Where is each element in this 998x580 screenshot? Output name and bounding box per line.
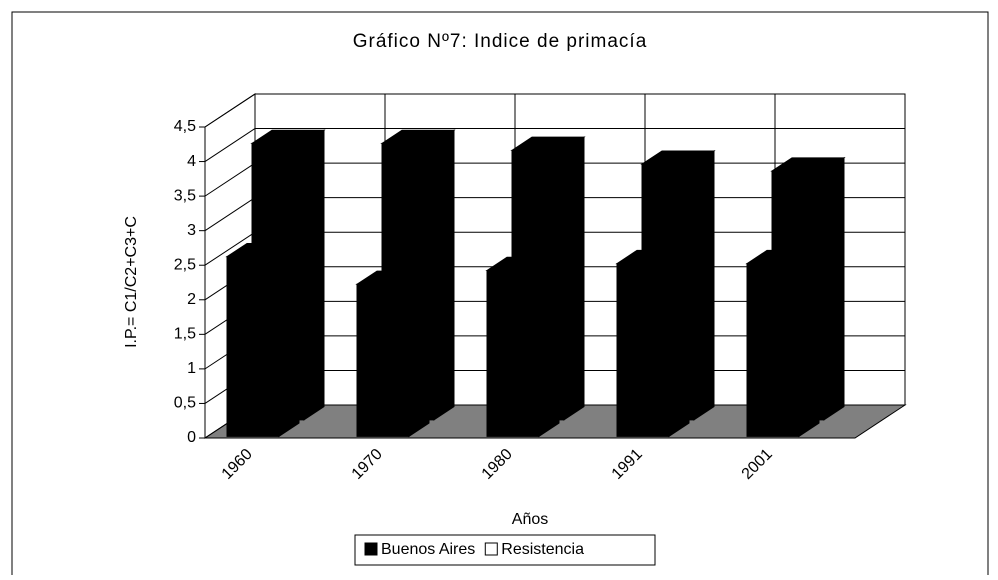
y-tick-label: 0,5	[174, 395, 196, 412]
bar	[746, 263, 800, 437]
bar-side	[563, 136, 585, 421]
bar-side	[693, 150, 715, 421]
legend: Buenos Aires Resistencia	[354, 534, 656, 566]
bar	[486, 269, 540, 437]
chart-title: Gráfico Nº7: Indice de primacía	[353, 31, 648, 52]
y-tick-label: 3,5	[174, 187, 196, 204]
y-tick-label: 1	[187, 360, 196, 377]
bar-side	[668, 249, 690, 438]
bar-side	[303, 129, 325, 421]
bar-side	[408, 270, 430, 438]
y-tick-label: 0	[187, 429, 196, 446]
y-axis-label: I.P.= C1/C2+C3+C	[123, 216, 140, 348]
bar-side	[278, 242, 300, 438]
y-tick-label: 4,5	[174, 118, 196, 135]
bar-side	[433, 129, 455, 421]
bar-side	[823, 156, 845, 421]
bar	[226, 256, 280, 437]
y-tick-label: 2	[187, 291, 196, 308]
legend-swatch	[484, 542, 498, 556]
bar-side	[538, 256, 560, 438]
bar	[356, 283, 410, 437]
legend-label: Buenos Aires	[381, 541, 475, 558]
legend-box	[354, 534, 656, 566]
y-tick-label: 2,5	[174, 256, 196, 273]
legend-label: Resistencia	[501, 541, 584, 558]
legend-swatch	[364, 542, 378, 556]
y-tick-label: 1,5	[174, 326, 196, 343]
bar-side	[798, 249, 820, 438]
y-tick-label: 3	[187, 222, 196, 239]
bar	[616, 263, 670, 437]
y-tick-label: 4	[187, 153, 196, 170]
x-axis-label: Años	[512, 511, 548, 528]
